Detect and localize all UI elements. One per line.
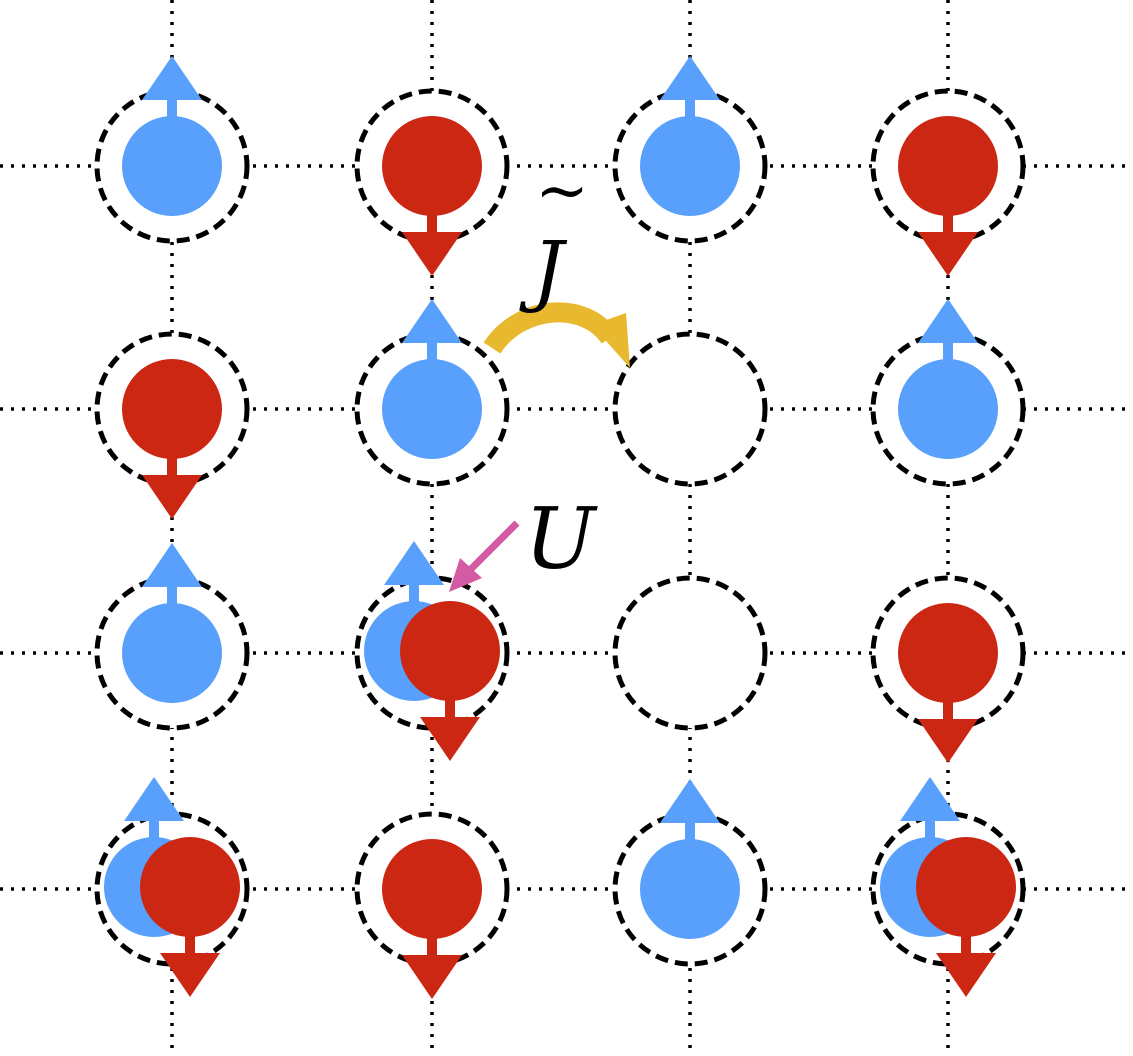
lattice-site-up (870, 299, 1026, 487)
site-boundary (612, 331, 768, 487)
interaction-label: U (525, 490, 599, 588)
hopping-annotation: J ~ (483, 154, 630, 368)
spin-down-particle (122, 359, 222, 459)
spin-up-arrowhead (402, 299, 462, 343)
spin-up-arrow-shaft (925, 792, 935, 852)
spin-down-arrow-shaft (427, 201, 437, 261)
hopping-arrow (483, 302, 619, 354)
spin-down-particle (382, 116, 482, 216)
lattice-site-down (870, 575, 1026, 763)
hopping-arrowhead (592, 313, 630, 368)
lattice-site-empty (612, 331, 768, 487)
spin-up-arrow-shaft (943, 314, 953, 374)
spin-down-particle (400, 601, 500, 701)
spin-down-arrow-shaft (427, 924, 437, 984)
spin-down-particle (382, 839, 482, 939)
spin-up-arrow-shaft (167, 558, 177, 618)
spin-up-arrow-shaft (685, 71, 695, 131)
lattice-site-up (94, 543, 250, 731)
spin-down-particle (898, 603, 998, 703)
spin-up-arrow-shaft (685, 794, 695, 854)
lattice-site-up (94, 56, 250, 244)
spin-down-particle (916, 837, 1016, 937)
lattice-site-up (354, 299, 510, 487)
spin-up-particle (122, 116, 222, 216)
spin-up-particle (640, 116, 740, 216)
spin-up-arrow-shaft (427, 314, 437, 374)
spin-up-arrow-shaft (409, 556, 419, 616)
lattice-site-double (870, 777, 1026, 997)
spin-down-arrow-shaft (943, 201, 953, 261)
interaction-arrowhead (449, 558, 482, 592)
lattice-site-double (94, 777, 250, 997)
spin-up-particle (382, 359, 482, 459)
spin-down-arrow-shaft (167, 444, 177, 504)
hopping-label-tilde: ~ (535, 154, 589, 228)
lattice-site-up (612, 779, 768, 967)
spin-down-particle (898, 116, 998, 216)
spin-down-arrow-shaft (961, 922, 971, 982)
spin-down-arrowhead (402, 955, 462, 999)
spin-up-arrowhead (900, 777, 960, 821)
lattice-site-down (354, 88, 510, 276)
spin-down-arrowhead (420, 717, 480, 761)
spin-up-arrowhead (660, 56, 720, 100)
spin-up-particle (122, 603, 222, 703)
lattice-site-down (870, 88, 1026, 276)
lattice-site-up (612, 56, 768, 244)
spin-down-arrowhead (142, 475, 202, 519)
spin-down-arrow-shaft (445, 686, 455, 746)
lattice-sites (94, 56, 1026, 999)
spin-down-arrowhead (918, 719, 978, 763)
interaction-annotation: U (449, 490, 599, 592)
spin-down-arrowhead (402, 232, 462, 276)
lattice-site-down (354, 811, 510, 999)
spin-up-arrowhead (660, 779, 720, 823)
spin-down-arrowhead (936, 953, 996, 997)
spin-down-particle (140, 837, 240, 937)
spin-up-arrowhead (918, 299, 978, 343)
spin-down-arrow-shaft (943, 688, 953, 748)
spin-down-arrow-shaft (185, 922, 195, 982)
spin-up-particle (640, 839, 740, 939)
interaction-arrow (467, 520, 520, 573)
spin-down-arrowhead (918, 232, 978, 276)
spin-down-arrowhead (160, 953, 220, 997)
spin-up-arrowhead (142, 543, 202, 587)
hopping-label: J (518, 226, 567, 316)
site-boundary (612, 575, 768, 731)
spin-up-arrowhead (142, 56, 202, 100)
spin-up-arrowhead (124, 777, 184, 821)
spin-up-particle (898, 359, 998, 459)
lattice-site-empty (612, 575, 768, 731)
lattice-site-down (94, 331, 250, 519)
lattice-site-double (354, 541, 510, 761)
spin-up-arrowhead (384, 541, 444, 585)
spin-up-arrow-shaft (167, 71, 177, 131)
spin-up-arrow-shaft (149, 792, 159, 852)
